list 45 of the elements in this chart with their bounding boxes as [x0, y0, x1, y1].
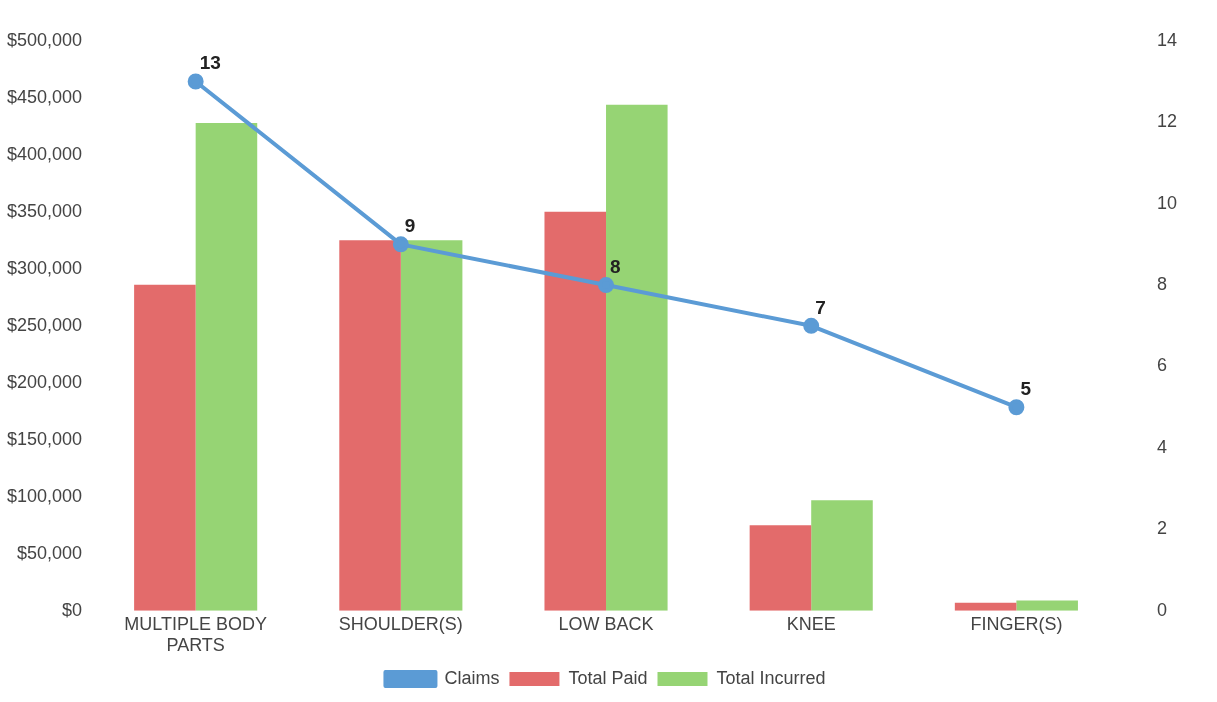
- bar: [811, 500, 873, 611]
- y2-tick-label: 14: [1156, 29, 1178, 50]
- x-tick-label: LOW BACK: [558, 613, 654, 634]
- y2-tick-label: 10: [1156, 192, 1178, 213]
- bar: [749, 525, 812, 611]
- y2-tick-label: 2: [1156, 518, 1167, 539]
- data-label: 13: [199, 52, 221, 74]
- bar: [134, 284, 196, 611]
- point: [803, 317, 820, 334]
- y-tick-label: $250,000: [7, 314, 83, 335]
- point: [598, 277, 615, 294]
- point: [1008, 399, 1025, 416]
- y-tick-label: $200,000: [7, 371, 83, 392]
- bar: [195, 122, 258, 611]
- x-tick-label: FINGER(S): [970, 613, 1063, 634]
- y2-tick-label: 4: [1156, 436, 1167, 457]
- bar: [606, 104, 668, 611]
- x-tick-label: SHOULDER(S): [338, 613, 463, 634]
- y2-tick-label: 0: [1156, 599, 1167, 620]
- legend-label: Total Paid: [568, 667, 648, 688]
- bar: [400, 240, 463, 611]
- y2-tick-label: 12: [1156, 111, 1178, 132]
- y-tick-label: $150,000: [7, 428, 83, 449]
- x-tick-label: KNEE: [786, 613, 836, 634]
- bar: [544, 211, 607, 611]
- legend-label: Claims: [444, 667, 500, 688]
- data-label: 5: [1020, 377, 1032, 399]
- y-tick-label: $50,000: [17, 542, 83, 563]
- y2-tick-label: 6: [1156, 355, 1167, 376]
- y-tick-label: $0: [62, 599, 83, 620]
- data-label: 9: [404, 215, 416, 237]
- y-tick-label: $350,000: [7, 200, 83, 221]
- data-label: 7: [815, 296, 826, 318]
- point: [187, 73, 204, 90]
- bar: [339, 240, 401, 611]
- y2-tick-label: 8: [1156, 274, 1167, 295]
- data-label: 8: [610, 255, 621, 277]
- point: [392, 236, 409, 253]
- y-tick-label: $100,000: [7, 485, 83, 506]
- x-tick-label: MULTIPLE BODY PARTS: [124, 613, 268, 656]
- y-tick-label: $400,000: [7, 143, 83, 164]
- y-tick-label: $300,000: [7, 257, 83, 278]
- y-tick-label: $500,000: [7, 29, 83, 50]
- legend-label: Total Incurred: [716, 667, 826, 688]
- y-tick-label: $450,000: [7, 86, 83, 107]
